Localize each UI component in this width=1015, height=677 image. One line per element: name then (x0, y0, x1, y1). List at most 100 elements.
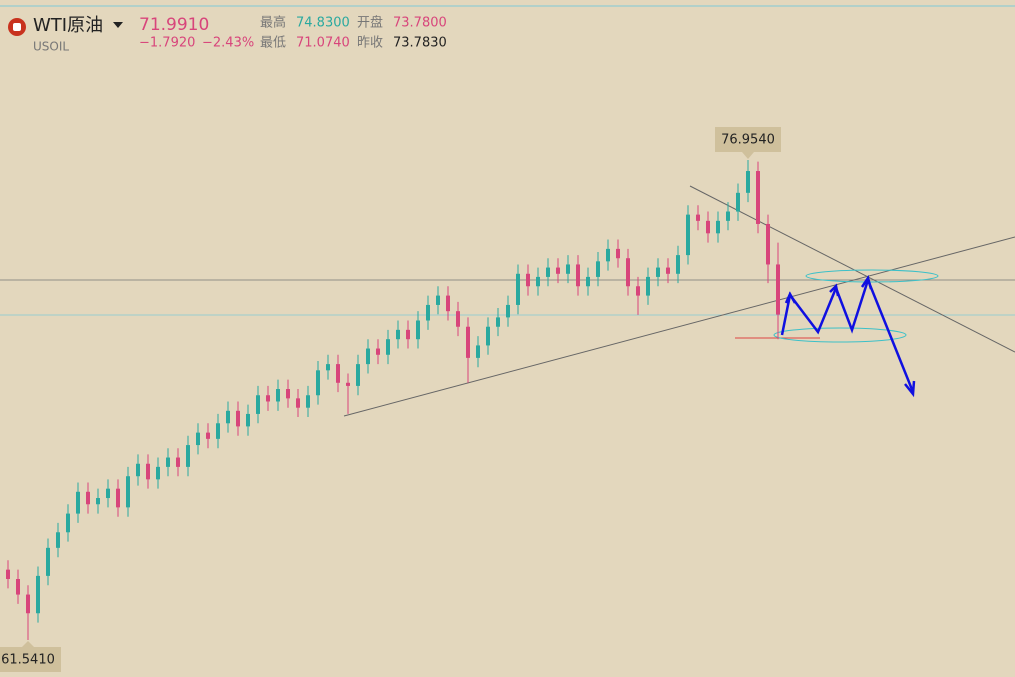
candle-body (446, 295, 450, 312)
highlight-ellipse (773, 327, 907, 343)
candle-body (436, 295, 440, 305)
candle-body (466, 326, 470, 358)
candle-body (566, 264, 570, 274)
candle-body (366, 348, 370, 365)
candle-body (476, 345, 480, 358)
candle-body (416, 320, 420, 340)
trend-line (343, 236, 1015, 417)
symbol-code: USOIL (33, 40, 69, 54)
candle-body (26, 594, 30, 614)
candle-body (166, 457, 170, 467)
symbol-icon-glyph (13, 23, 21, 31)
candle-body (16, 578, 20, 595)
candle-body (626, 258, 630, 287)
open-value: 73.7800 (393, 16, 447, 31)
candle-body (396, 329, 400, 340)
candle-body (286, 389, 290, 399)
price-change-pct: −2.43% (202, 36, 254, 51)
last-price: 71.9910 (139, 15, 209, 35)
candle-body (676, 255, 680, 274)
candle-body (66, 513, 70, 533)
candle-body (656, 267, 660, 277)
candle-body (606, 248, 610, 262)
candle-body (216, 423, 220, 439)
candle-body (776, 264, 780, 315)
candle-body (186, 445, 190, 467)
arrow-head (829, 283, 840, 297)
extreme-label-box (715, 127, 781, 152)
open-label: 开盘 (357, 15, 383, 31)
candle-body (556, 267, 560, 274)
candle-body (756, 171, 760, 224)
candle-body (226, 410, 230, 424)
candle-body (106, 488, 110, 499)
candle-body (616, 248, 620, 259)
candle-body (636, 286, 640, 296)
candle-body (296, 398, 300, 408)
candle-body (276, 389, 280, 402)
trend-line (689, 185, 1015, 353)
candle-body (136, 463, 140, 477)
candle-body (116, 488, 120, 508)
candle-body (126, 476, 130, 508)
candle-body (246, 413, 250, 427)
candle-body (696, 214, 700, 221)
candle-body (56, 532, 60, 548)
extreme-label: 61.5410 (1, 653, 55, 668)
candle-body (316, 370, 320, 396)
candle-body (46, 547, 50, 576)
candle-body (496, 317, 500, 327)
candle-body (386, 339, 390, 355)
candle-body (256, 395, 260, 414)
low-value: 71.0740 (296, 36, 350, 51)
candle-body (586, 276, 590, 287)
arrow-head (860, 275, 873, 290)
candle-body (666, 267, 670, 274)
candle-body (536, 276, 540, 287)
candle-body (76, 491, 80, 514)
low-label: 最低 (260, 36, 286, 51)
candle-body (596, 261, 600, 277)
candle-body (156, 466, 160, 480)
prev-close-value: 73.7830 (393, 36, 447, 51)
candle-body (306, 395, 310, 408)
candle-body (196, 432, 200, 446)
candle-body (86, 491, 90, 505)
high-label: 最高 (260, 15, 286, 31)
candle-body (266, 395, 270, 402)
candle-body (766, 223, 770, 265)
prev-close-label: 昨收 (357, 36, 383, 51)
candle-body (706, 220, 710, 234)
candle-body (206, 432, 210, 439)
candle-body (326, 364, 330, 371)
projection-path (780, 276, 915, 393)
symbol-name: WTI原油 (33, 15, 103, 36)
candle-body (736, 192, 740, 212)
candle-body (376, 348, 380, 355)
candle-body (686, 214, 690, 256)
candle-body (426, 304, 430, 321)
candle-body (746, 171, 750, 193)
price-change: −1.7920 (139, 36, 195, 51)
candle-body (576, 264, 580, 287)
arrow-head (904, 380, 916, 398)
extreme-label-pointer (742, 152, 754, 159)
candle-body (146, 463, 150, 480)
candle-body (6, 569, 10, 579)
candle-body (726, 211, 730, 221)
candle-body (456, 311, 460, 327)
highlight-ellipse (805, 269, 939, 283)
projection-arrows (780, 275, 916, 398)
candle-body (336, 364, 340, 383)
high-value: 74.8300 (296, 16, 350, 31)
extreme-label-box (0, 647, 61, 672)
candle-body (346, 382, 350, 386)
candle-body (406, 329, 410, 340)
candle-body (176, 457, 180, 467)
candle-body (716, 220, 720, 234)
candle-body (546, 267, 550, 277)
dropdown-arrow[interactable] (113, 22, 123, 28)
candle-body (486, 326, 490, 346)
